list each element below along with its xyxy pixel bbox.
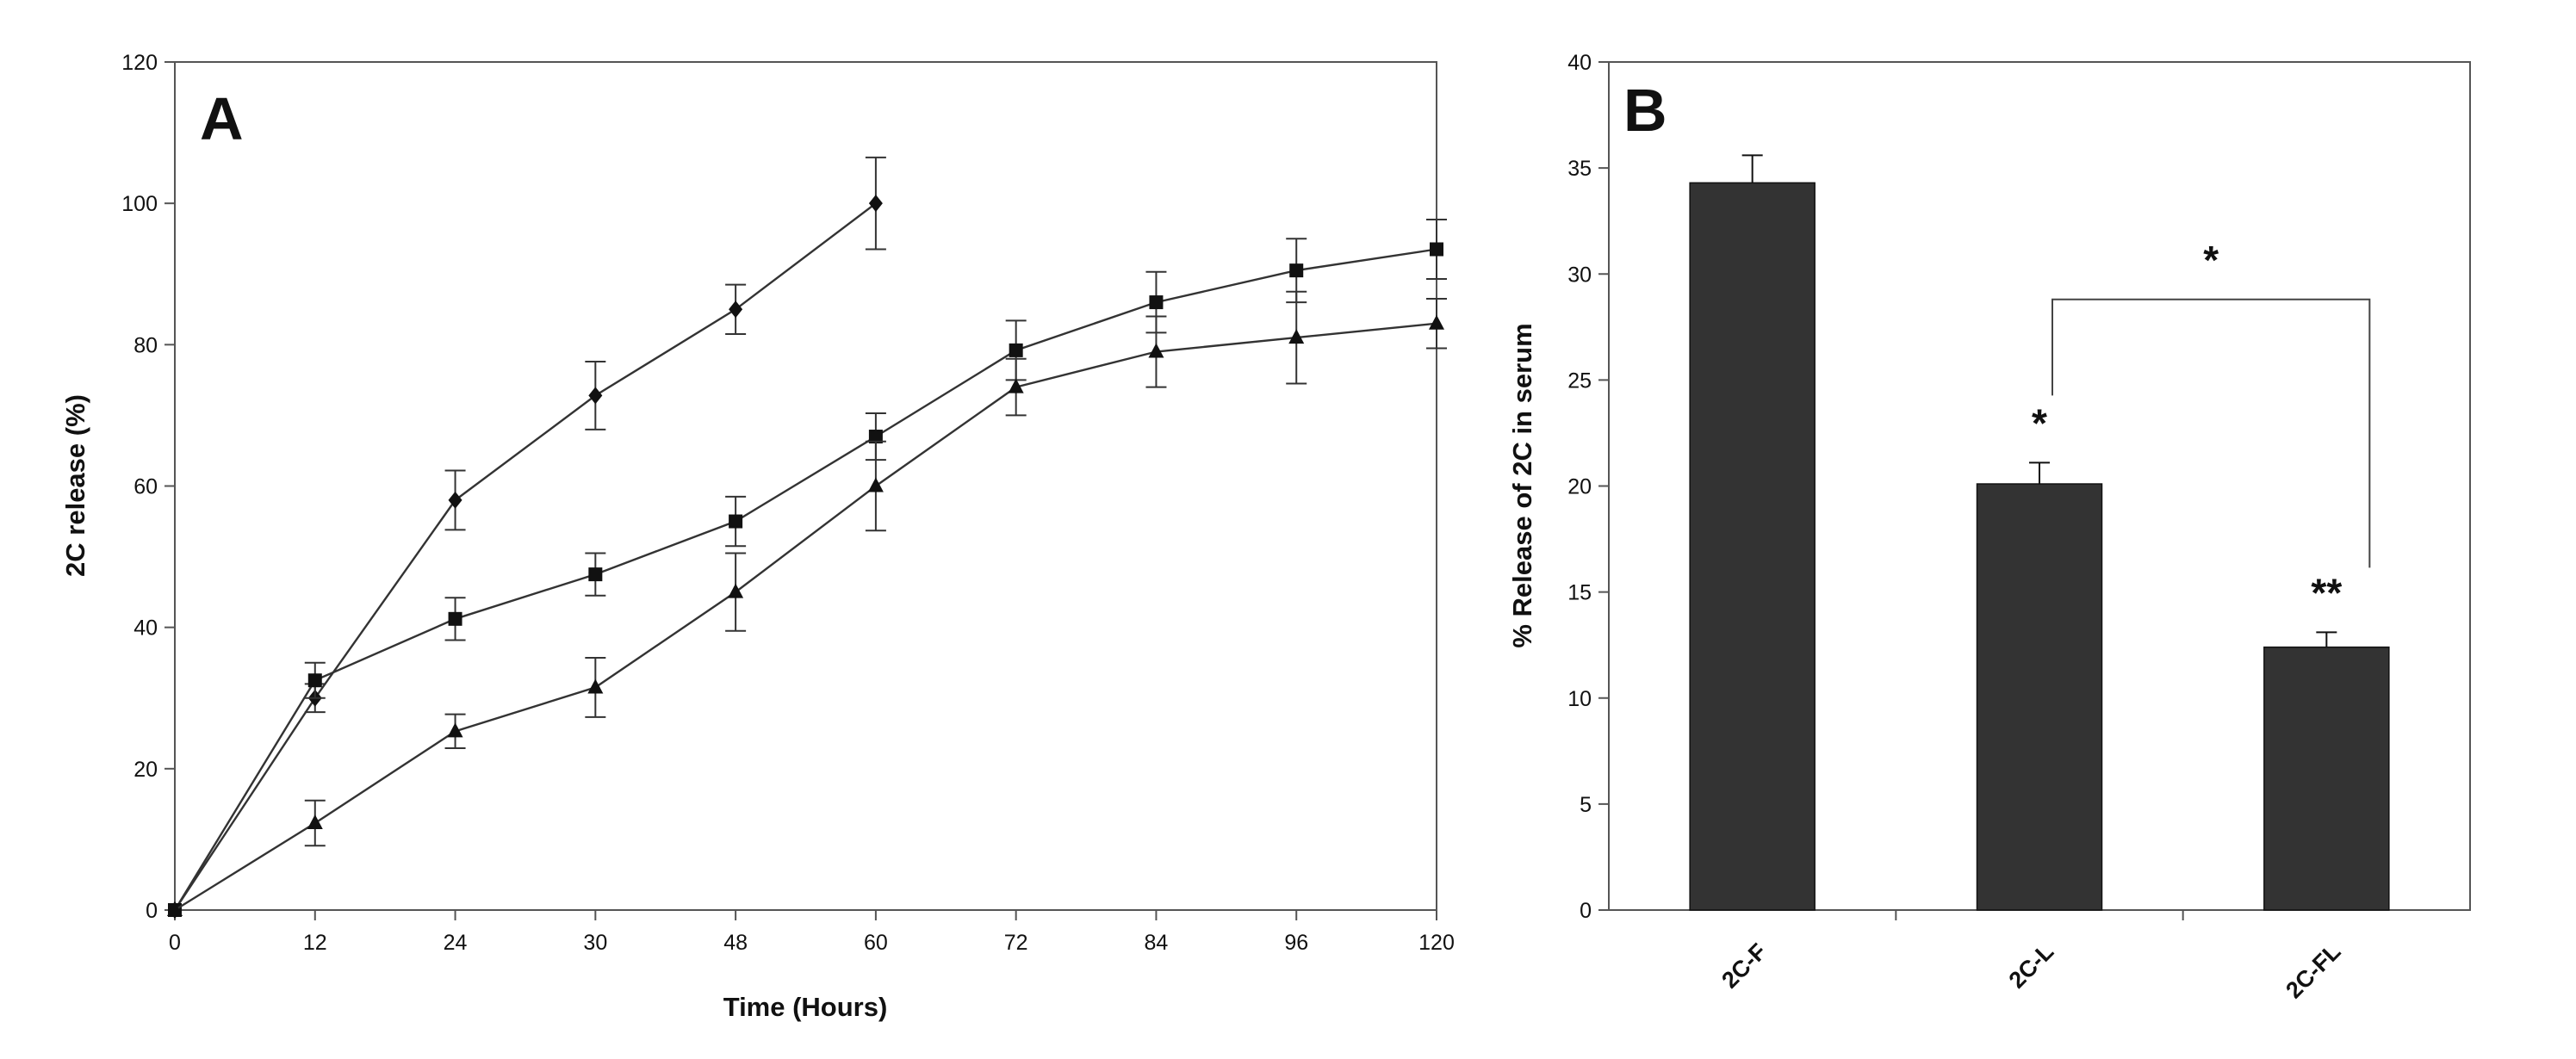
panel-a-y-axis: 0 20 40 60 80 100 120 <box>121 51 175 923</box>
panel-b-y-axis: 0 5 10 15 20 25 30 35 40 <box>1567 51 1609 923</box>
panel-a-x-axis-title: Time (Hours) <box>723 992 888 1022</box>
data-point-square <box>1289 263 1304 278</box>
significance-marker-2c-fl: ** <box>2311 570 2342 615</box>
panel-b-serum-release-chart: B % Release of 2C in serum 0 5 10 15 20 25 30 3… <box>1507 51 2471 1003</box>
panel-b-y-tick-label: 25 <box>1567 368 1592 393</box>
data-point-diamond <box>729 300 743 319</box>
data-point-square <box>1430 242 1443 257</box>
panel-a-x-tick-label: 0 <box>169 931 181 955</box>
panel-a-y-tick-label: 20 <box>133 758 158 782</box>
panel-a-y-tick-label: 0 <box>146 899 158 923</box>
series-square-line <box>173 248 1437 911</box>
data-point-triangle <box>728 583 744 598</box>
category-label-2c-fl: 2C-FL <box>2281 938 2345 1003</box>
panel-a-label: A <box>200 85 244 152</box>
panel-a-y-tick-label: 40 <box>133 616 158 641</box>
panel-b-y-tick-label: 10 <box>1567 687 1592 711</box>
data-point-diamond <box>868 195 883 213</box>
data-point-square <box>307 673 322 688</box>
data-point-triangle <box>1008 378 1024 393</box>
panel-a-plot-frame <box>174 61 1437 911</box>
panel-a-release-time-chart: A Time (Hours) 2C release (%) 0 12 24 30 48 6… <box>60 51 1455 1022</box>
panel-b-y-tick-label: 5 <box>1580 793 1592 817</box>
panel-b-y-tick-label: 20 <box>1567 475 1592 499</box>
panel-b-y-tick-label: 15 <box>1567 581 1592 605</box>
panel-a-x-tick-label: 120 <box>1418 931 1455 955</box>
panel-a-y-tick-label: 100 <box>121 192 158 216</box>
panel-a-x-tick-label: 24 <box>444 931 468 955</box>
data-point-triangle <box>587 678 604 694</box>
data-point-diamond <box>448 491 462 509</box>
data-point-diamond <box>588 387 603 405</box>
data-point-square <box>868 430 883 444</box>
bar-2c-fl <box>2263 646 2390 911</box>
panel-a-x-tick-label: 12 <box>303 931 327 955</box>
data-point-square <box>588 567 603 582</box>
panel-b-label: B <box>1623 77 1667 144</box>
panel-a-y-axis-title: 2C release (%) <box>60 394 90 577</box>
panel-a-x-tick-label: 72 <box>1004 931 1028 955</box>
panel-a-y-tick-label: 120 <box>121 51 158 75</box>
data-point-triangle <box>1429 314 1444 330</box>
panel-a-y-tick-label: 60 <box>133 475 158 499</box>
data-point-square <box>448 611 462 626</box>
category-label-2c-l: 2C-L <box>2004 938 2059 994</box>
category-label-2c-f: 2C-F <box>1716 938 1772 994</box>
data-point-square <box>1009 343 1023 357</box>
series-triangle <box>167 290 1447 916</box>
data-point-triangle <box>307 814 323 830</box>
panel-a-x-tick-label: 84 <box>1145 931 1169 955</box>
bar-2c-l <box>1976 483 2103 911</box>
series-diamond-line <box>173 202 877 911</box>
comparison-bracket <box>2051 298 2371 568</box>
panel-a-y-tick-label: 80 <box>133 333 158 357</box>
panel-b-y-tick-label: 30 <box>1567 263 1592 287</box>
series-diamond <box>168 156 886 919</box>
panel-a-x-tick-label: 48 <box>723 931 748 955</box>
data-point-triangle <box>447 722 463 738</box>
panel-b-y-tick-label: 35 <box>1567 157 1592 181</box>
panel-b-bars-group: 2C-F 2C-L 2C-FL**** <box>1689 154 2390 1003</box>
panel-b-y-axis-title: % Release of 2C in serum <box>1507 323 1537 647</box>
data-point-square <box>729 514 743 529</box>
panel-b-y-tick-label: 40 <box>1567 51 1592 75</box>
data-point-triangle <box>167 901 183 916</box>
panel-a-x-tick-label: 96 <box>1284 931 1308 955</box>
panel-a-x-axis: 0 12 24 30 48 60 72 84 96 120 <box>169 910 1455 955</box>
data-point-triangle <box>1288 329 1305 344</box>
data-point-triangle <box>867 477 884 492</box>
series-triangle-line <box>174 322 1437 912</box>
panel-b-y-tick-label: 0 <box>1580 899 1592 923</box>
panel-a-x-tick-label: 60 <box>864 931 888 955</box>
significance-marker-2c-l: * <box>2032 400 2047 445</box>
bar-2c-f <box>1689 182 1816 911</box>
data-point-square <box>1149 295 1164 310</box>
comparison-significance-marker: * <box>2203 238 2219 282</box>
panel-a-x-tick-label: 30 <box>583 931 607 955</box>
series-square <box>168 219 1447 917</box>
panel-a-series-group <box>167 156 1447 919</box>
data-point-triangle <box>1148 343 1164 358</box>
